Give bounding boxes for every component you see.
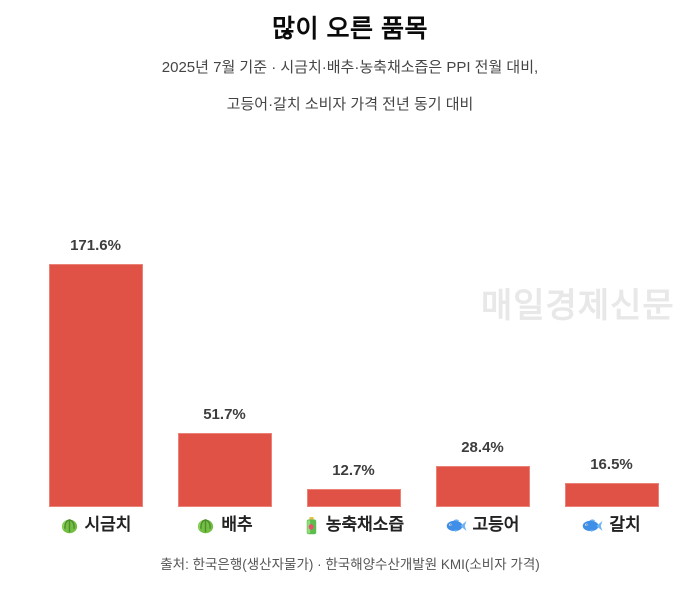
bar-column: 12.7% xyxy=(289,237,418,507)
bar-value-label: 171.6% xyxy=(70,237,121,254)
bar xyxy=(48,264,143,507)
bar-chart: 171.6% 51.7% 12.7% 28.4% 16.5% xyxy=(31,237,676,507)
subtitle-line-1: 2025년 7월 기준 · 시금치·배추·농축채소즙은 PPI 전월 대비, xyxy=(161,59,539,76)
bar-value-label: 51.7% xyxy=(203,406,246,423)
page-title: 많이 오른 품목 xyxy=(272,15,428,43)
bar-column: 16.5% xyxy=(547,237,676,507)
bar-value-label: 16.5% xyxy=(590,456,633,473)
fish-icon xyxy=(582,517,603,533)
bar-column: 171.6% xyxy=(31,237,160,507)
category-label-text: 시금치 xyxy=(84,515,132,534)
category-label-row: 시금치 배추 농축채소즙 고등어 갈치 xyxy=(31,513,676,537)
category-label-text: 고등어 xyxy=(472,515,520,534)
bar-column: 28.4% xyxy=(418,237,547,507)
leafy-green-icon xyxy=(60,516,79,535)
bar xyxy=(435,466,530,507)
bar-column: 51.7% xyxy=(160,237,289,507)
bar xyxy=(177,433,272,507)
bar xyxy=(564,483,659,507)
category-label-text: 갈치 xyxy=(609,515,641,534)
subtitle-line-2: 고등어·갈치 소비자 가격 전년 동기 대비 xyxy=(226,96,474,113)
category-label-text: 농축채소즙 xyxy=(325,515,405,534)
category-label: 농축채소즙 xyxy=(289,513,418,537)
category-label: 고등어 xyxy=(418,513,547,537)
fish-icon xyxy=(446,517,467,533)
category-label: 시금치 xyxy=(31,513,160,537)
source-text: 출처: 한국은행(생산자물가) · 한국해양수산개발원 KMI(소비자 가격) xyxy=(160,557,540,572)
bar-value-label: 28.4% xyxy=(461,439,504,456)
category-label: 갈치 xyxy=(547,513,676,537)
bar-value-label: 12.7% xyxy=(332,462,375,479)
leafy-green-icon xyxy=(196,516,215,535)
category-label: 배추 xyxy=(160,513,289,537)
category-label-text: 배추 xyxy=(221,515,253,534)
bar xyxy=(306,489,401,507)
juice-bottle-icon xyxy=(303,516,320,535)
